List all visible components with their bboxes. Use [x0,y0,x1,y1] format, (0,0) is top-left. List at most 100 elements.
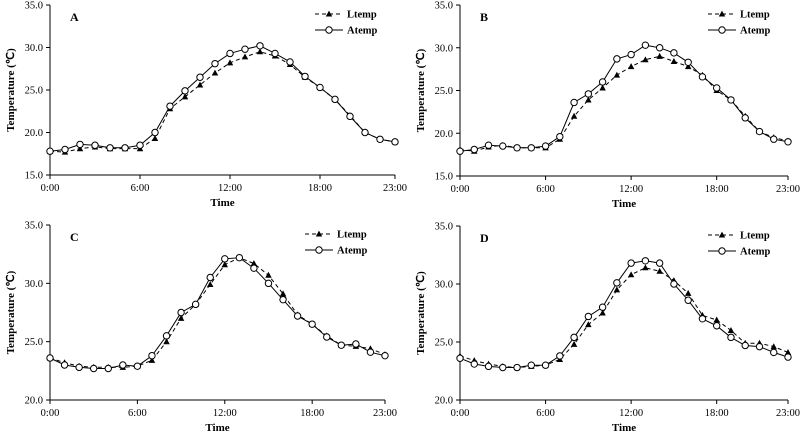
data-point-ltemp [148,356,156,363]
legend-label: Atemp [337,246,367,257]
data-point-ltemp [599,309,606,316]
data-point-atemp [271,49,279,58]
data-point-atemp [376,135,384,144]
data-point-atemp [598,303,607,311]
data-point-ltemp [585,321,592,328]
data-point-atemp [598,78,607,86]
data-point-ltemp [211,69,219,76]
data-point-atemp [91,141,99,149]
data-point-atemp [76,140,84,149]
x-tick-label: 12:00 [213,408,237,419]
data-point-ltemp [151,135,159,141]
x-tick-label: 12:00 [218,183,242,194]
data-point-atemp [499,363,507,372]
data-point-atemp [196,73,204,81]
data-point-atemp [641,257,650,265]
y-tick-label: 30.0 [435,280,453,291]
data-point-atemp [250,264,258,272]
panel-d: 20.0 25.0 30.0 35.0 0:00 6:00 12:00 18:00 23:00 T… [415,222,800,435]
data-point-ltemp [599,84,606,91]
data-point-atemp [470,360,478,368]
data-point-atemp [556,352,564,360]
data-point-atemp [162,332,171,340]
data-point-atemp [89,364,98,373]
data-point-atemp [684,58,692,66]
y-tick-label: 25.0 [25,86,43,97]
data-point-atemp [60,361,69,369]
data-point-atemp [308,320,316,328]
x-axis-title: Time [612,198,636,210]
legend-marker-atemp [718,247,726,255]
data-point-atemp [484,141,493,149]
data-point-atemp [770,135,778,143]
legend-marker-ltemp [325,10,333,17]
data-point-ltemp [256,48,264,55]
x-tick-label: 6:00 [536,184,555,195]
x-axis-title: Time [205,422,229,434]
x-tick-label: 23:00 [776,184,800,195]
data-point-atemp [352,340,360,348]
data-point-ltemp [684,63,692,70]
y-tick-label: 30.0 [435,43,453,54]
y-axis-title: Temperature (℃) [415,48,427,132]
data-point-atemp [346,112,354,121]
legend-marker-ltemp [718,10,726,17]
x-tick-label: 0:00 [41,408,60,419]
x-tick-label: 6:00 [536,408,555,419]
data-point-atemp [337,341,346,349]
data-point-ltemp [181,93,189,100]
data-point-ltemp [613,286,621,293]
data-point-atemp [570,333,578,342]
x-tick-label: 18:00 [705,184,729,195]
data-point-atemp [727,96,735,104]
y-axis-title: Temperature (℃) [5,270,17,354]
x-tick-label: 23:00 [383,183,407,194]
data-point-atemp [684,296,692,304]
data-point-atemp [206,273,214,282]
data-point-ltemp [684,289,692,296]
x-tick-label: 6:00 [131,183,150,194]
data-point-ltemp [642,56,649,63]
data-point-atemp [541,142,550,150]
data-point-atemp [177,308,185,317]
data-point-ltemp [265,271,272,278]
data-point-atemp [641,41,650,49]
data-point-atemp [670,280,678,288]
data-point-atemp [541,361,550,369]
y-tick-label: 30.0 [25,43,43,54]
legend-label: Atemp [347,26,377,37]
data-point-atemp [221,255,229,263]
data-point-ltemp [713,316,720,323]
data-point-atemp [46,147,54,155]
data-point-atemp [484,362,493,371]
y-tick-label: 35.0 [25,221,43,232]
data-point-atemp [527,144,536,152]
data-point-atemp [655,44,664,52]
data-point-atemp [784,138,792,146]
y-tick-label: 35.0 [25,1,43,12]
data-point-ltemp [642,264,649,271]
data-point-atemp [61,145,69,154]
data-point-atemp [181,87,189,95]
panel-b: 15.0 20.0 25.0 30.0 35.0 0:00 6:00 12:00 18:00 23… [415,1,800,211]
data-point-ltemp [727,327,735,333]
panel-label: D [480,231,489,245]
data-point-atemp [331,95,339,104]
y-tick-label: 25.0 [435,86,453,97]
x-tick-label: 0:00 [451,408,470,419]
panel-label: C [70,230,79,244]
data-point-atemp [570,98,578,107]
x-tick-label: 0:00 [41,183,60,194]
legend-label: Ltemp [347,10,377,21]
data-point-atemp [556,132,564,141]
series-line-ltemp [459,267,789,369]
data-point-ltemp [784,349,792,355]
data-point-atemp [293,312,302,320]
data-point-ltemp [279,290,287,297]
x-axis-title: Time [210,197,234,209]
data-point-ltemp [250,260,258,267]
data-point-atemp [166,102,174,110]
data-point-atemp [770,348,778,357]
legend-label: Atemp [740,247,770,258]
data-point-atemp [264,279,273,288]
